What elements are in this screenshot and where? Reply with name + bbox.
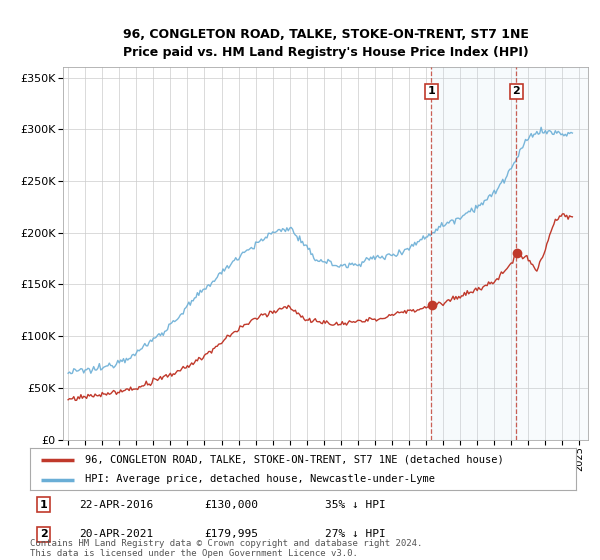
Text: 2: 2 (40, 529, 47, 539)
Text: 2: 2 (512, 86, 520, 96)
Bar (431, 67, 517, 440)
Text: 35% ↓ HPI: 35% ↓ HPI (325, 500, 386, 510)
Title: 96, CONGLETON ROAD, TALKE, STOKE-ON-TRENT, ST7 1NE
Price paid vs. HM Land Regist: 96, CONGLETON ROAD, TALKE, STOKE-ON-TREN… (122, 28, 529, 59)
Text: 27% ↓ HPI: 27% ↓ HPI (325, 529, 386, 539)
Text: 20-APR-2021: 20-APR-2021 (79, 529, 154, 539)
Text: £179,995: £179,995 (205, 529, 259, 539)
Text: Contains HM Land Registry data © Crown copyright and database right 2024.
This d: Contains HM Land Registry data © Crown c… (30, 539, 422, 558)
Text: 1: 1 (427, 86, 435, 96)
Text: £130,000: £130,000 (205, 500, 259, 510)
Text: HPI: Average price, detached house, Newcastle-under-Lyme: HPI: Average price, detached house, Newc… (85, 474, 434, 484)
Text: 1: 1 (40, 500, 47, 510)
Bar (517, 67, 588, 440)
Text: 22-APR-2016: 22-APR-2016 (79, 500, 154, 510)
Bar (571, 67, 588, 440)
Text: 96, CONGLETON ROAD, TALKE, STOKE-ON-TRENT, ST7 1NE (detached house): 96, CONGLETON ROAD, TALKE, STOKE-ON-TREN… (85, 455, 503, 465)
